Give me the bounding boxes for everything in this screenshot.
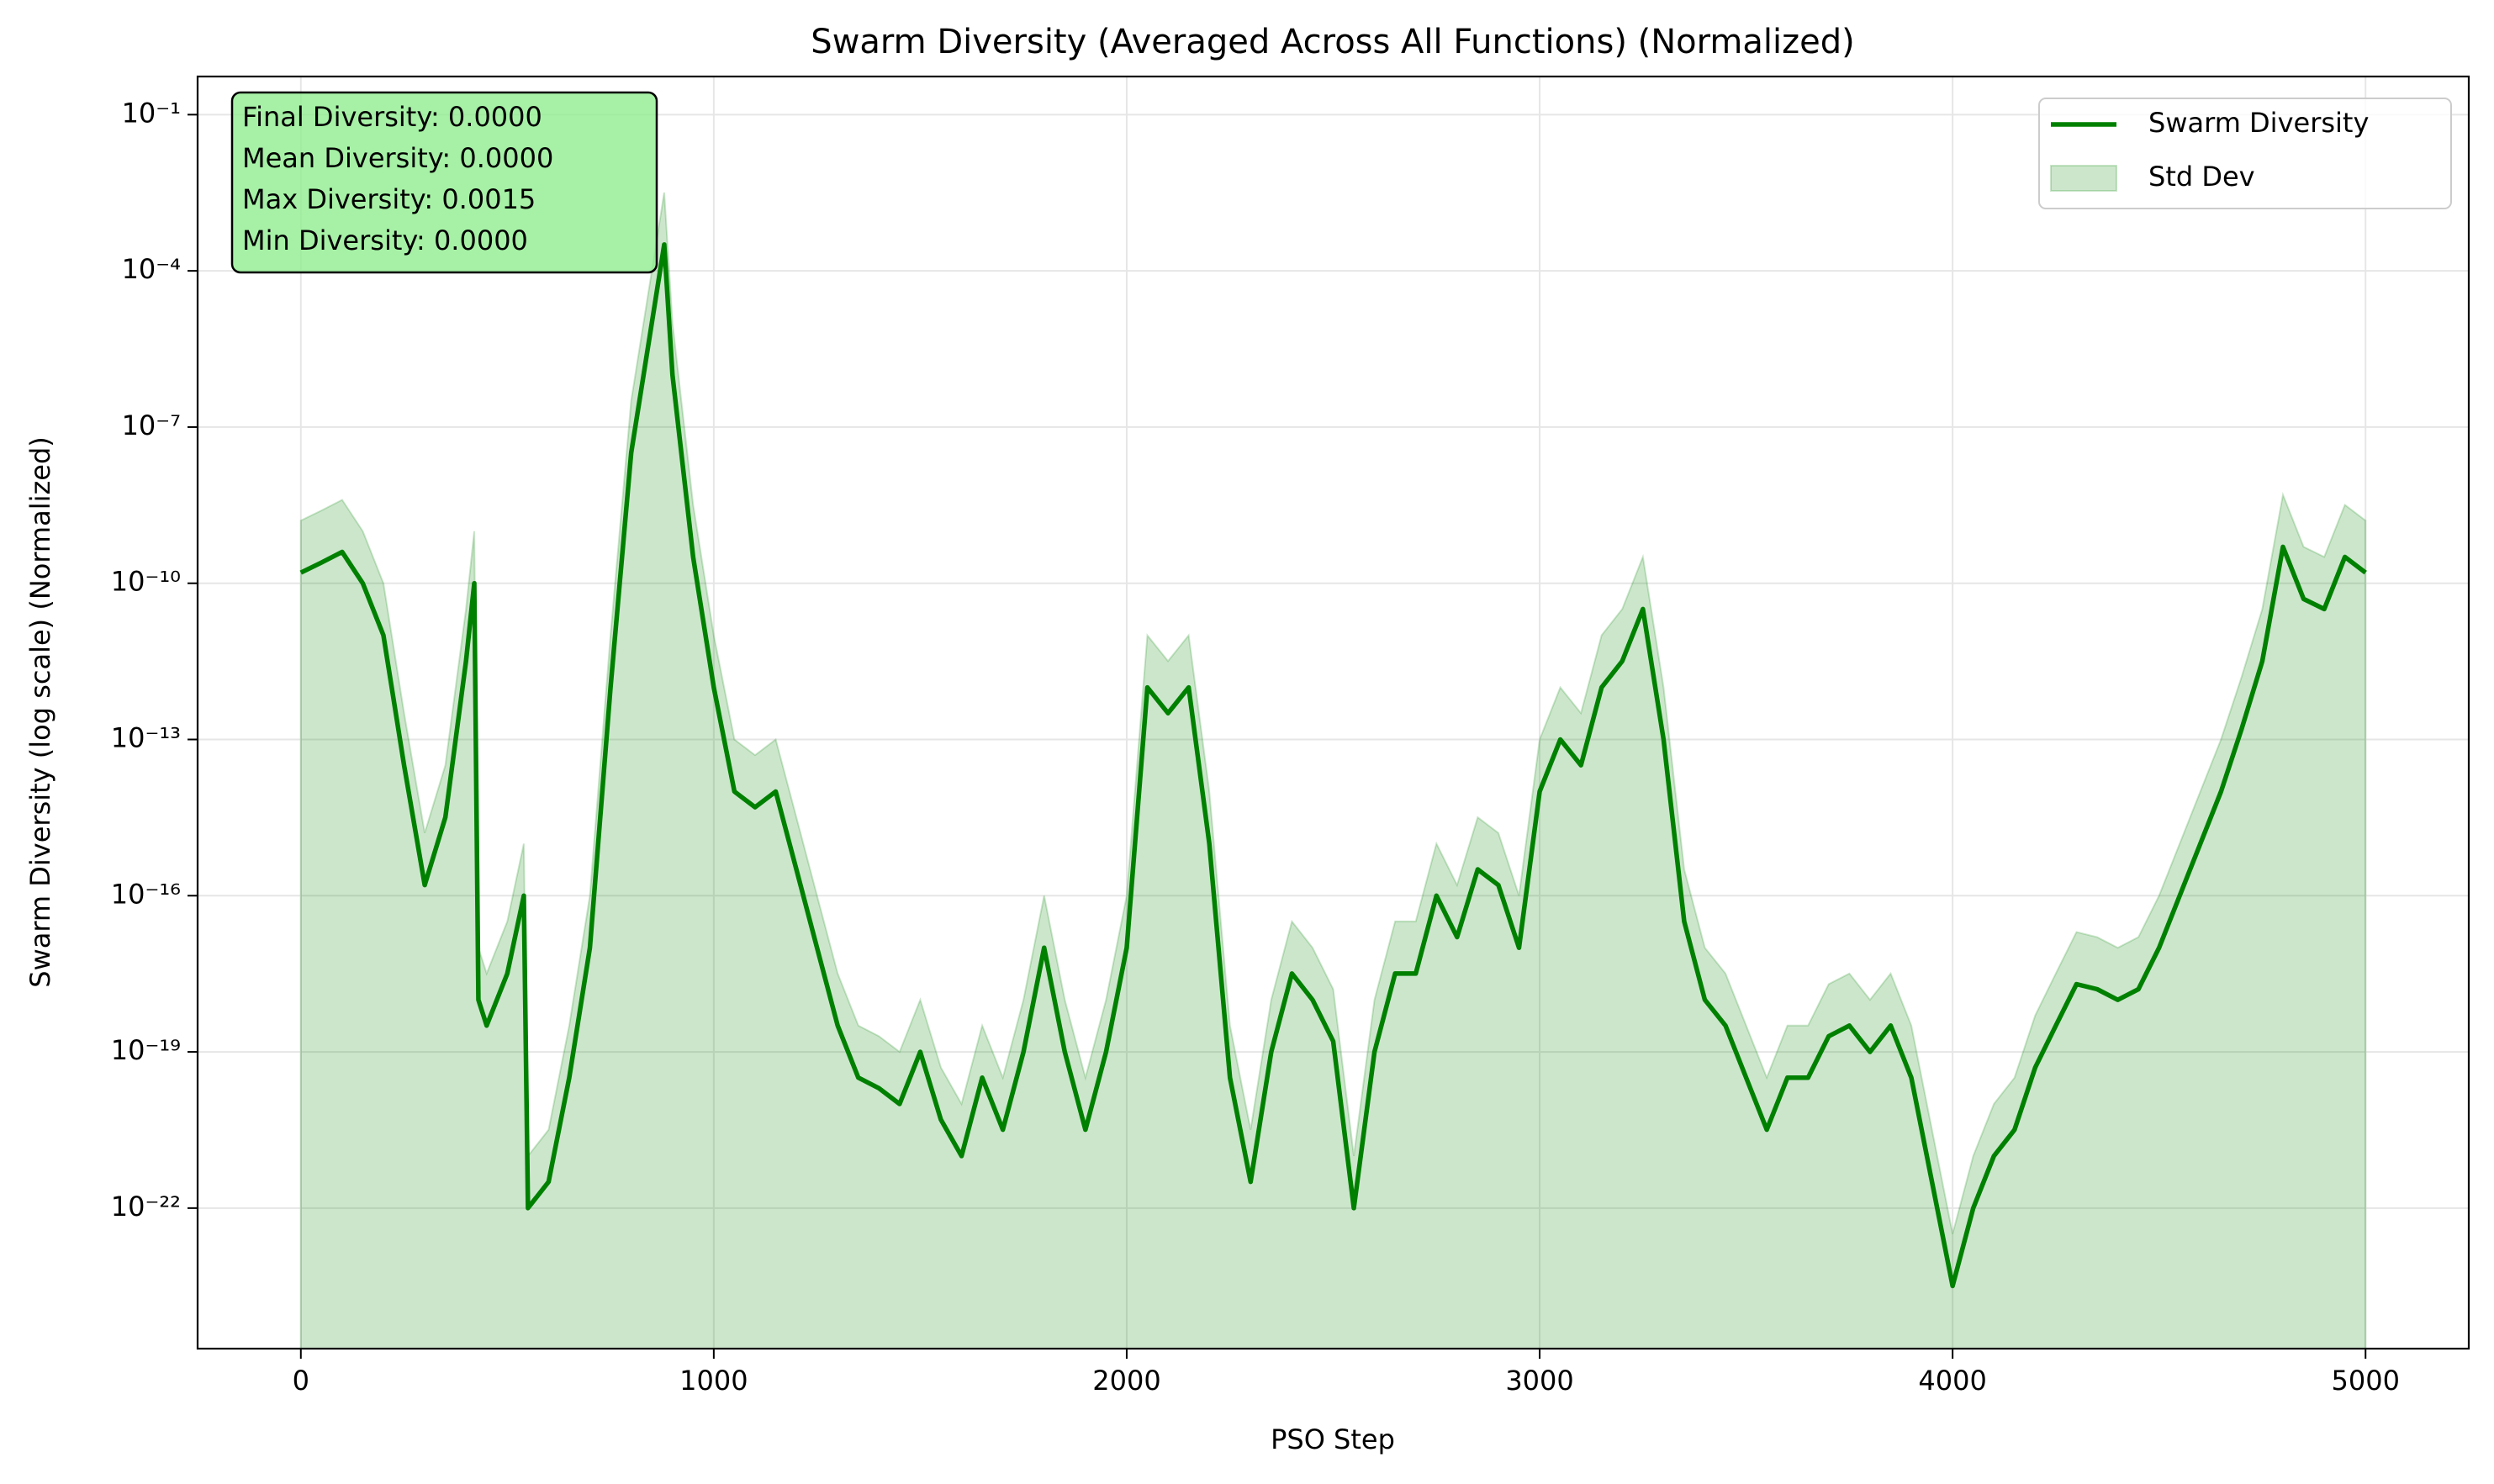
stats-text: Max Diversity: 0.0015 <box>242 183 536 215</box>
x-tick-label: 4000 <box>1918 1365 1986 1397</box>
x-tick-label: 3000 <box>1505 1365 1573 1397</box>
y-tick-label: 10⁻¹³ <box>111 721 181 753</box>
stats-box <box>230 91 658 274</box>
y-tick-label: 10⁻¹ <box>122 97 181 129</box>
y-tick-label: 10⁻⁷ <box>122 409 181 441</box>
y-tick-label: 10⁻¹⁹ <box>111 1034 181 1066</box>
diversity-line <box>299 242 2367 1289</box>
legend-label: Swarm Diversity <box>2148 107 2369 139</box>
y-tick-label: 10⁻¹⁶ <box>111 878 181 910</box>
y-axis-label: Swarm Diversity (log scale) (Normalized) <box>24 436 56 988</box>
legend-box <box>2038 98 2452 209</box>
y-tick-label: 10⁻²² <box>111 1191 181 1223</box>
legend-swatch <box>2050 165 2117 192</box>
stats-text: Mean Diversity: 0.0000 <box>242 142 553 174</box>
x-axis-label: PSO Step <box>1271 1423 1395 1455</box>
y-tick-label: 10⁻⁴ <box>122 253 181 285</box>
std-band <box>299 192 2367 1349</box>
x-tick-label: 0 <box>293 1365 309 1397</box>
plot-frame <box>196 75 2470 1350</box>
stats-text: Min Diversity: 0.0000 <box>242 224 528 256</box>
legend-label: Std Dev <box>2148 161 2255 193</box>
stats-text: Final Diversity: 0.0000 <box>242 101 542 133</box>
x-tick-label: 5000 <box>2332 1365 2400 1397</box>
x-tick-label: 2000 <box>1092 1365 1160 1397</box>
chart-title: Swarm Diversity (Averaged Across All Fun… <box>811 23 1854 61</box>
y-tick-label: 10⁻¹⁰ <box>111 566 181 598</box>
x-tick-label: 1000 <box>679 1365 748 1397</box>
